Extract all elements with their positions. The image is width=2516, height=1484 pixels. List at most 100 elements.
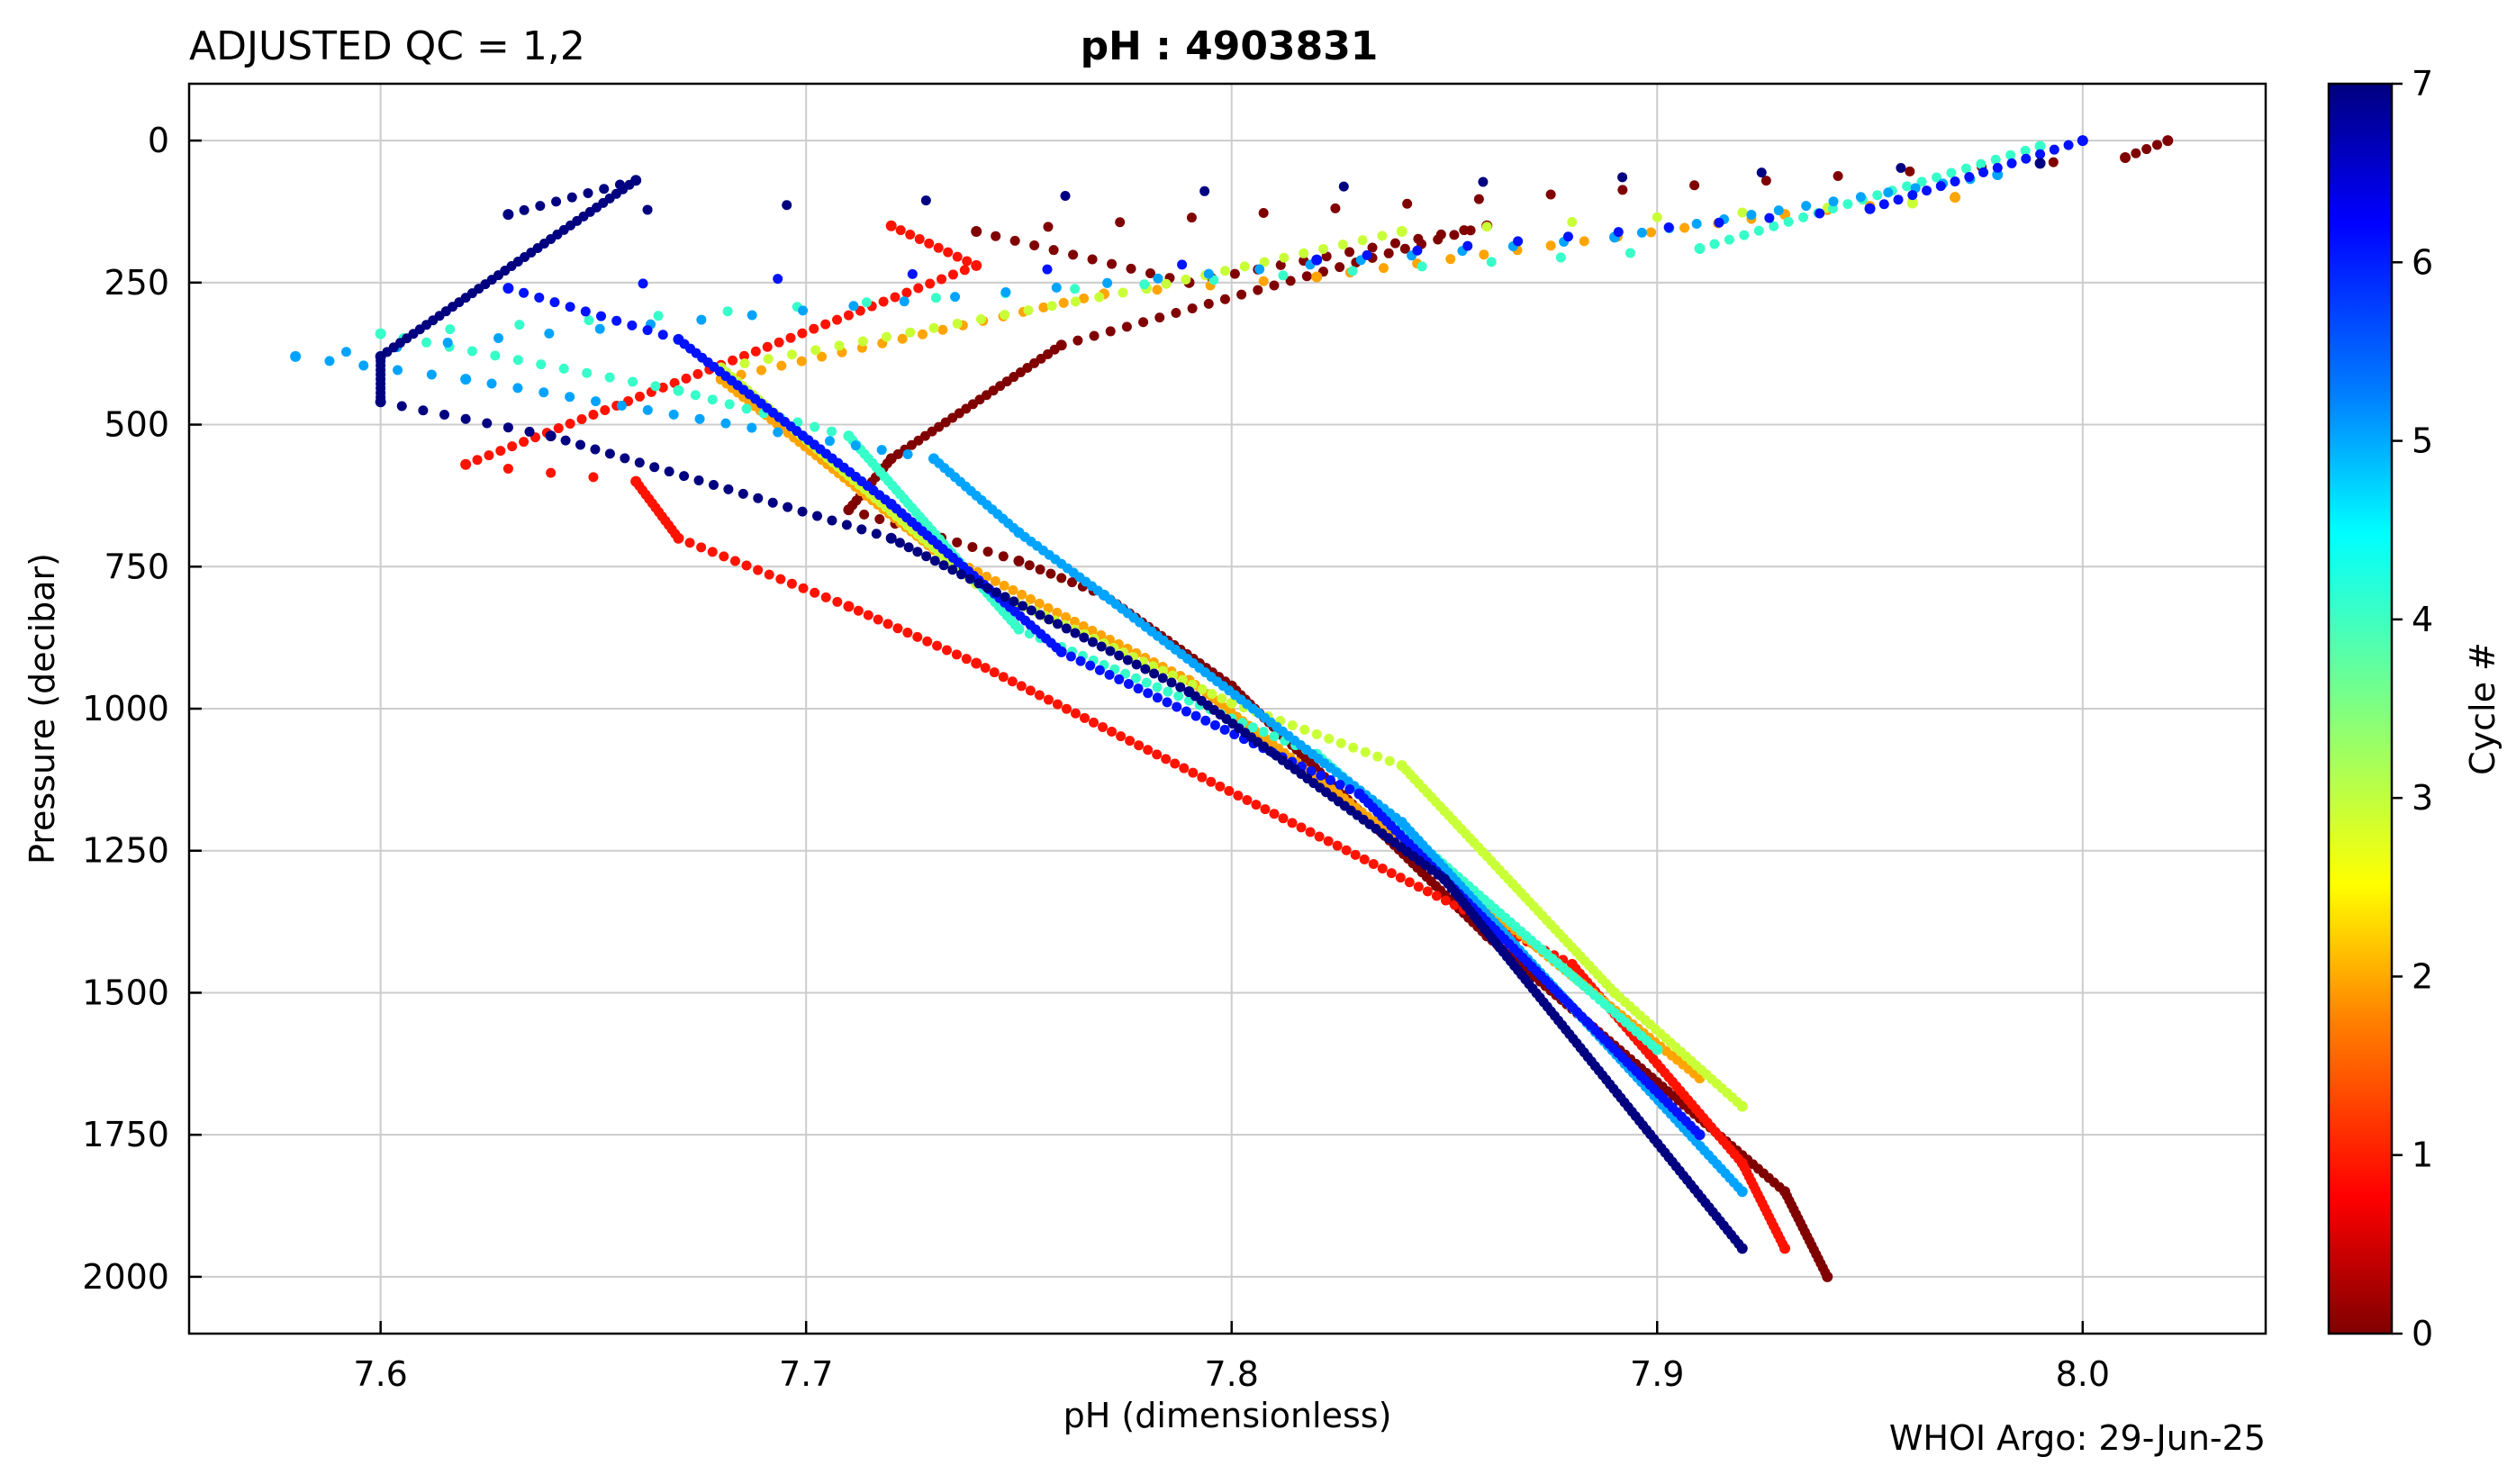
data-point — [1798, 212, 1809, 222]
data-point — [848, 301, 859, 312]
data-point — [460, 458, 472, 470]
data-point — [1131, 659, 1142, 670]
data-point — [1404, 877, 1415, 888]
data-point — [907, 268, 918, 279]
data-point — [885, 532, 897, 544]
data-point — [490, 350, 501, 361]
data-point — [549, 297, 560, 308]
data-point — [1617, 185, 1628, 195]
data-point — [1163, 686, 1173, 697]
data-point — [1233, 790, 1244, 801]
data-point — [1206, 776, 1217, 787]
data-point — [583, 187, 593, 198]
data-point — [1278, 270, 1289, 281]
data-point — [545, 430, 557, 442]
data-point — [1118, 287, 1128, 298]
data-point — [951, 649, 962, 660]
data-point — [1133, 683, 1144, 694]
data-point — [1060, 190, 1071, 201]
data-point — [1402, 198, 1413, 209]
data-point — [1258, 276, 1269, 286]
data-point — [604, 448, 615, 459]
data-point — [971, 657, 982, 669]
data-point — [460, 413, 471, 424]
data-point — [1625, 248, 1635, 258]
data-point — [1367, 242, 1378, 253]
data-point — [1486, 257, 1497, 267]
data-point — [885, 220, 897, 231]
data-point — [2152, 140, 2163, 150]
data-point — [798, 305, 809, 316]
data-point — [843, 601, 855, 612]
data-point — [1122, 655, 1133, 665]
data-point — [1864, 203, 1876, 214]
data-point — [967, 541, 978, 552]
data-point — [1065, 651, 1076, 662]
data-point — [1087, 625, 1098, 636]
data-point — [634, 457, 645, 468]
data-point — [1736, 1186, 1748, 1198]
data-point — [2048, 157, 2059, 167]
data-point — [1479, 249, 1489, 260]
data-point — [1694, 1129, 1706, 1141]
data-point — [902, 628, 913, 638]
data-point — [747, 422, 757, 433]
data-point — [512, 383, 523, 394]
data-point — [1347, 266, 1358, 276]
data-point — [1157, 665, 1168, 676]
data-point — [932, 640, 943, 651]
data-point — [1058, 297, 1069, 308]
data-point — [796, 356, 807, 366]
data-point — [973, 578, 984, 589]
data-point — [460, 374, 472, 385]
data-point — [1149, 668, 1160, 679]
data-point — [375, 396, 386, 408]
data-point — [999, 580, 1009, 591]
data-point — [1224, 785, 1235, 796]
data-point — [722, 306, 733, 317]
data-point — [546, 467, 557, 478]
data-point — [1318, 243, 1329, 254]
data-point — [1513, 236, 1524, 247]
data-point — [1017, 589, 1027, 600]
data-point — [991, 231, 1001, 241]
data-point — [358, 360, 369, 371]
data-point — [928, 322, 939, 333]
data-point — [604, 372, 615, 383]
data-point — [1173, 691, 1184, 701]
data-point — [857, 336, 868, 347]
data-point — [1254, 264, 1265, 275]
data-point — [1186, 213, 1197, 223]
data-point — [895, 225, 906, 236]
data-point — [738, 350, 749, 361]
data-point — [756, 365, 766, 376]
data-point — [1931, 172, 1941, 183]
data-point — [1652, 212, 1662, 222]
data-point — [1906, 197, 1918, 209]
data-point — [1357, 235, 1368, 246]
grid-lines — [189, 84, 2266, 1334]
data-point — [922, 636, 933, 647]
data-point — [1348, 742, 1359, 753]
data-point — [502, 209, 514, 221]
data-point — [1872, 190, 1883, 201]
data-point — [918, 329, 928, 339]
data-point — [1990, 154, 2001, 165]
data-point — [1070, 708, 1081, 719]
data-point — [1034, 598, 1045, 609]
data-point — [375, 328, 386, 339]
data-point — [2034, 158, 2046, 169]
data-point — [1197, 772, 1208, 783]
data-point — [1694, 242, 1706, 254]
data-point — [980, 663, 991, 674]
data-point — [696, 314, 707, 325]
data-point — [1324, 733, 1335, 744]
data-point — [941, 645, 952, 656]
data-point — [495, 446, 506, 457]
data-point — [1026, 605, 1036, 616]
data-point — [588, 410, 599, 421]
data-point — [681, 373, 692, 384]
data-point — [2006, 158, 2017, 168]
data-point — [1976, 158, 1987, 169]
data-point — [1025, 593, 1036, 604]
